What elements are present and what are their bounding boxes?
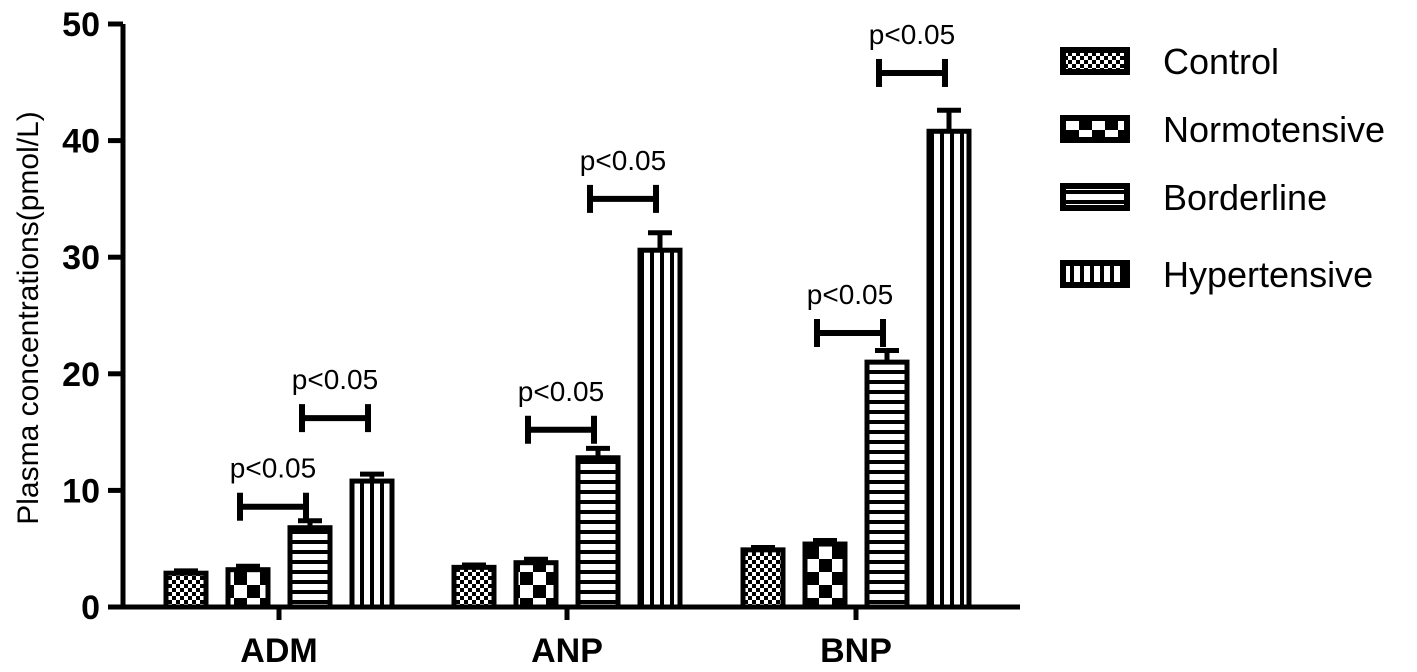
y-tick-label: 50: [62, 6, 100, 44]
y-ticks: 0 10 20 30 40 50: [62, 6, 123, 627]
x-category-label: ADM: [240, 632, 317, 670]
bar-borderline-anp: [575, 455, 621, 610]
bars: [163, 107, 972, 610]
significance-label: p<0.05: [580, 145, 666, 176]
y-tick-label: 0: [81, 589, 100, 627]
legend-label-normotensive: Normotensive: [1163, 109, 1385, 150]
y-tick-label: 40: [62, 123, 100, 161]
legend-label-hypertensive: Hypertensive: [1163, 254, 1373, 295]
significance-label: p<0.05: [807, 279, 893, 310]
legend-swatch-control: [1060, 47, 1130, 75]
bar-borderline-adm: [287, 525, 333, 610]
significance-label: p<0.05: [869, 19, 955, 50]
y-axis-title: Plasma concentrations(pmol/L): [12, 111, 45, 525]
bar-control-anp: [451, 564, 497, 610]
significance-label: p<0.05: [518, 376, 604, 407]
y-tick-label: 20: [62, 356, 100, 394]
y-tick-label: 30: [62, 239, 100, 277]
bar-control-adm: [163, 570, 209, 610]
bar-hypertensive-adm: [349, 478, 395, 610]
bar-control-bnp: [740, 547, 786, 610]
bar-normotensive-adm: [225, 567, 271, 610]
bar-normotensive-anp: [513, 560, 559, 610]
bar-borderline-bnp: [864, 359, 910, 610]
bar-hypertensive-anp: [637, 247, 683, 610]
significance-label: p<0.05: [292, 364, 378, 395]
legend-swatch-hypertensive: [1060, 260, 1130, 288]
legend-label-control: Control: [1163, 41, 1279, 82]
legend-swatch-normotensive: [1060, 115, 1130, 143]
y-tick-label: 10: [62, 472, 100, 510]
legend-swatch-borderline: [1060, 183, 1130, 211]
bar-hypertensive-bnp: [926, 128, 972, 610]
x-category-label: BNP: [820, 632, 892, 670]
bar-normotensive-bnp: [802, 541, 848, 610]
x-category-label: ANP: [531, 632, 603, 670]
legend-label-borderline: Borderline: [1163, 177, 1327, 218]
legend: Control Normotensive Borderline Hypertensiv…: [1060, 41, 1385, 295]
significance-markers: p<0.05 p<0.05 p<0.05 p<0.05 p<0.05 p<0.05: [230, 19, 955, 521]
x-category-labels: ADM ANP BNP: [240, 607, 892, 670]
significance-label: p<0.05: [230, 453, 316, 484]
